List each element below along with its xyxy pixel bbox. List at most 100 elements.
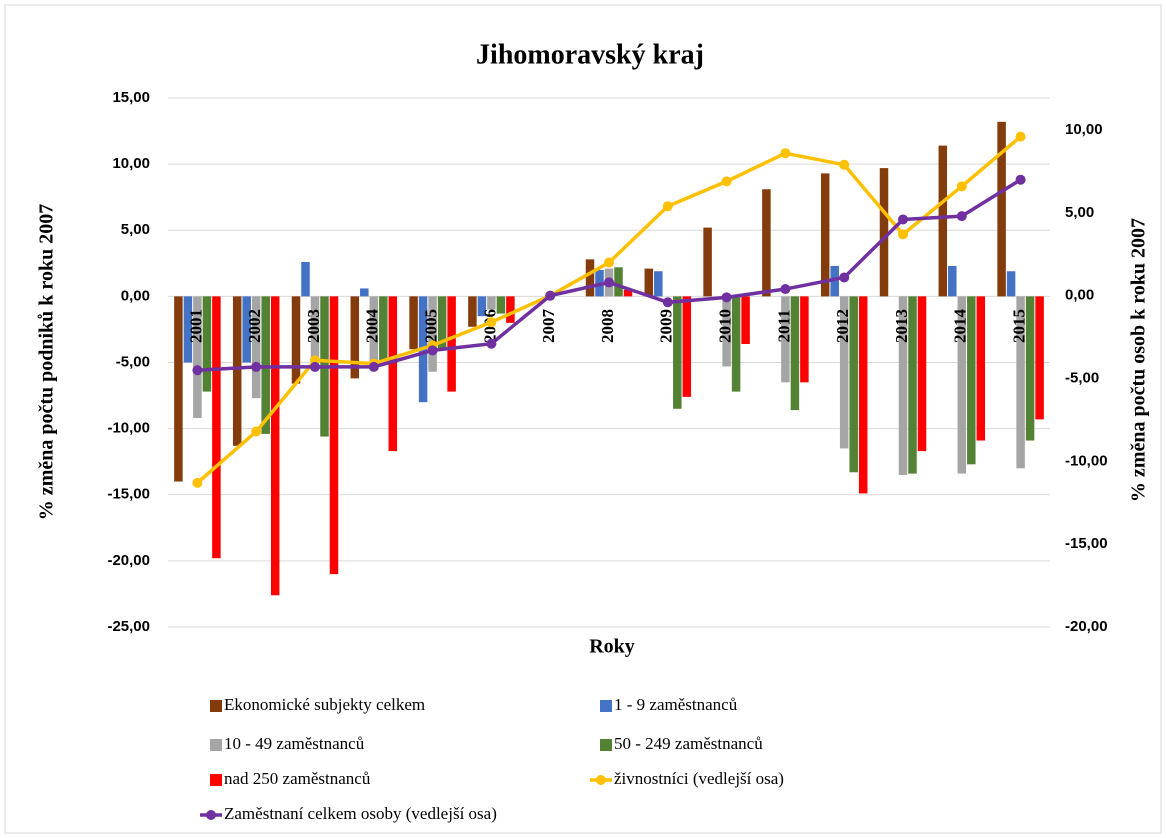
y2-tick-label: -20,00 — [1065, 618, 1108, 635]
bar — [948, 265, 957, 297]
x-tick-label: 2008 — [598, 309, 617, 343]
x-tick-label: 2014 — [951, 309, 970, 344]
bar — [468, 296, 477, 327]
line-marker — [780, 148, 791, 159]
line-marker — [780, 284, 791, 295]
x-tick-label: 2013 — [892, 309, 911, 343]
bar — [585, 259, 595, 297]
bar — [790, 296, 800, 411]
line-marker — [251, 361, 262, 372]
line-marker — [956, 211, 967, 222]
legend-swatch — [600, 739, 612, 751]
bar — [388, 296, 398, 452]
bar — [1025, 296, 1035, 441]
x-tick-label: 2011 — [774, 309, 793, 342]
line-marker — [192, 365, 203, 376]
legend-label: 1 - 9 zaměstnanců — [614, 695, 738, 714]
line-marker — [486, 317, 497, 328]
legend-label: nad 250 zaměstnanců — [224, 769, 371, 788]
bar — [379, 296, 388, 363]
line-marker — [545, 290, 556, 301]
legend-swatch — [210, 700, 222, 712]
bar — [477, 296, 487, 317]
bar — [183, 296, 193, 363]
y2-tick-label: 10,00 — [1065, 121, 1103, 138]
line-marker — [486, 338, 497, 349]
line-marker — [839, 159, 850, 170]
bar — [360, 288, 369, 297]
y-tick-label: -10,00 — [107, 420, 150, 437]
bar — [898, 296, 908, 475]
bar — [369, 296, 379, 370]
y2-tick-label: -15,00 — [1065, 535, 1108, 552]
line-marker — [662, 297, 673, 308]
y-tick-label: -20,00 — [107, 552, 150, 569]
bar — [251, 296, 261, 399]
y2-axis-title: % změna počtu osob k roku 2007 — [1128, 218, 1150, 502]
bar — [409, 296, 418, 350]
x-axis-title: Roky — [589, 636, 635, 658]
bar — [496, 296, 506, 314]
chart-title: Jihomoravský kraj — [476, 39, 704, 70]
bar — [614, 267, 623, 297]
x-tick-label: 2015 — [1010, 309, 1029, 343]
bar — [232, 296, 242, 446]
bar — [741, 296, 750, 344]
bar — [212, 296, 221, 559]
bar — [350, 296, 360, 379]
legend-label: 10 - 49 zaměstnanců — [224, 734, 365, 753]
y2-tick-label: 5,00 — [1065, 204, 1094, 221]
bar — [722, 296, 731, 367]
bar — [487, 296, 496, 310]
legend-label: Zaměstnaní celkem osoby (vedlejší osa) — [224, 804, 497, 823]
bar — [428, 296, 437, 372]
line-marker — [1015, 131, 1026, 142]
bar — [437, 296, 447, 350]
legend-swatch — [596, 775, 606, 785]
y-axis-title: % změna počtu podniků k roku 2007 — [36, 204, 58, 520]
bar — [654, 271, 663, 297]
bar — [820, 173, 830, 297]
bar — [174, 296, 183, 482]
bar — [329, 296, 339, 575]
legend-label: živnostníci (vedlejší osa) — [614, 769, 784, 788]
bar — [839, 296, 849, 449]
bar — [673, 296, 682, 409]
bar — [261, 296, 270, 434]
bar — [242, 296, 251, 363]
bar — [762, 189, 771, 297]
line-marker — [1015, 174, 1026, 185]
bar — [310, 296, 320, 363]
legend-swatch — [210, 739, 222, 751]
y-tick-label: 10,00 — [112, 155, 150, 172]
legend-swatch — [600, 700, 612, 712]
bar — [1006, 271, 1016, 297]
legend-label: Ekonomické subjekty celkem — [224, 695, 425, 714]
bar — [1016, 296, 1025, 469]
line-marker — [604, 277, 614, 288]
line-marker — [192, 477, 203, 488]
bar — [976, 296, 986, 441]
bar — [957, 296, 967, 474]
bar — [202, 296, 212, 392]
line-marker — [251, 426, 262, 437]
line-marker — [662, 201, 673, 212]
x-tick-label: 2001 — [186, 309, 205, 343]
y2-tick-label: 0,00 — [1065, 287, 1094, 304]
bar — [682, 296, 692, 397]
bar — [731, 296, 741, 392]
bar — [781, 296, 790, 383]
y-tick-label: 0,00 — [121, 287, 150, 304]
bar — [291, 296, 301, 384]
legend-swatch — [210, 774, 222, 786]
bar — [858, 296, 868, 494]
y2-tick-label: -5,00 — [1065, 369, 1099, 386]
line-marker — [310, 361, 320, 372]
line-marker — [898, 214, 908, 225]
bar — [506, 296, 515, 323]
x-tick-label: 2007 — [539, 309, 558, 344]
bar — [447, 296, 456, 392]
bar — [997, 121, 1006, 297]
legend-swatch — [206, 810, 216, 820]
